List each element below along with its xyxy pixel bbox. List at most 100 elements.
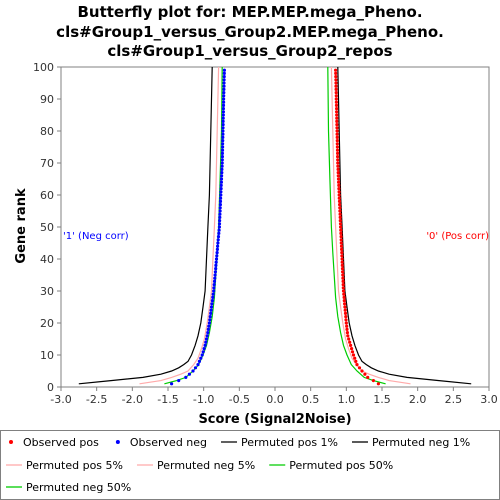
observed-neg-point: [207, 324, 211, 328]
observed-neg-point: [219, 183, 223, 187]
observed-pos-point: [344, 321, 348, 325]
observed-pos-point: [336, 164, 340, 168]
observed-pos-point: [341, 286, 345, 290]
x-tick-label: -0.5: [229, 393, 250, 406]
observed-neg-point: [222, 75, 226, 79]
observed-neg-point: [219, 187, 223, 191]
observed-neg-point: [219, 177, 224, 181]
observed-neg-point: [221, 113, 225, 117]
observed-neg-point: [219, 180, 223, 184]
legend-label: Observed neg: [130, 436, 207, 449]
chart-title-line-3: cls#Group1_versus_Group2_repos: [107, 42, 392, 60]
legend-label: Permuted neg 5%: [157, 459, 255, 472]
observed-pos-point: [340, 251, 344, 255]
plot-area: [60, 66, 490, 388]
observed-neg-point: [216, 238, 220, 242]
observed-pos-point: [335, 142, 339, 146]
observed-pos-point: [336, 174, 340, 178]
legend-label: Permuted pos 50%: [289, 459, 393, 472]
observed-pos-point: [336, 155, 340, 159]
y-tick-label: 0: [47, 381, 54, 394]
observed-pos-point: [338, 222, 343, 226]
observed-neg-point: [214, 257, 219, 261]
x-tick-label: 0.0: [266, 393, 284, 406]
observed-pos-point: [334, 94, 338, 98]
observed-pos-point: [339, 225, 343, 229]
observed-neg-point: [213, 276, 217, 280]
observed-pos-point: [336, 151, 340, 155]
observed-neg-point: [218, 203, 222, 207]
x-axis-label: Score (Signal2Noise): [198, 412, 351, 427]
observed-neg-point: [222, 71, 226, 75]
observed-pos-point: [341, 276, 345, 280]
observed-neg-point: [220, 174, 224, 178]
observed-pos-point: [334, 68, 338, 72]
observed-neg-point: [220, 148, 225, 152]
observed-pos-point: [340, 257, 344, 261]
observed-neg-point: [221, 126, 225, 130]
observed-pos-point: [337, 183, 341, 187]
observed-pos-point: [350, 347, 354, 351]
observed-pos-point: [339, 241, 343, 245]
y-tick-label: 50: [40, 221, 54, 234]
observed-neg-point: [218, 209, 222, 213]
x-tick-label: 3.0: [480, 393, 498, 406]
observed-neg-point: [209, 308, 213, 312]
observed-neg-point: [217, 228, 221, 232]
observed-neg-point: [216, 235, 221, 239]
observed-neg-point: [218, 219, 222, 223]
observed-pos-point: [357, 366, 362, 370]
x-tick-label: 1.0: [338, 393, 356, 406]
observed-neg-point: [205, 334, 209, 338]
observed-neg-point: [212, 283, 216, 287]
observed-pos-point: [339, 228, 343, 232]
observed-pos-point: [342, 292, 346, 296]
y-tick-label: 80: [40, 125, 54, 138]
x-axis: -3.0 -2.5 -2.0 -1.5 -1.0 -0.5 0.0 0.5 1.0 1.5 2.0 2…: [50, 387, 498, 406]
permuted-pos-5-line: [330, 66, 411, 385]
observed-pos-point: [341, 273, 345, 277]
permuted-pos-50-line: [327, 66, 386, 385]
pos-corr-annotation: '0' (Pos corr): [426, 231, 489, 242]
observed-neg-point: [221, 110, 225, 114]
legend-label: Observed pos: [23, 436, 99, 449]
observed-pos-point: [335, 107, 339, 111]
x-tick-label: 2.5: [445, 393, 463, 406]
observed-pos-point: [340, 267, 345, 271]
observed-pos-point: [339, 238, 343, 242]
observed-neg-point: [203, 343, 207, 347]
chart-title-line-1: Butterfly plot for: MEP.MEP.mega_Pheno.: [77, 3, 422, 21]
observed-pos-point: [338, 219, 342, 223]
observed-neg-point: [221, 103, 226, 107]
observed-neg-point: [209, 311, 213, 315]
observed-neg-point: [221, 132, 225, 136]
observed-neg-point: [220, 161, 224, 165]
observed-neg-point: [214, 267, 218, 271]
observed-neg-point: [220, 151, 224, 155]
observed-pos-point: [354, 359, 358, 363]
observed-neg-point: [216, 241, 220, 245]
observed-neg-point: [215, 251, 219, 255]
observed-neg-point: [222, 87, 226, 91]
observed-neg-point: [213, 270, 217, 274]
observed-pos-point: [341, 279, 345, 283]
legend-box: [0, 430, 500, 500]
y-tick-label: 60: [40, 189, 54, 202]
legend-label: Permuted pos 1%: [241, 436, 338, 449]
observed-neg-point: [221, 119, 225, 123]
observed-neg-point: [222, 84, 226, 88]
x-tick-label: -2.0: [122, 393, 143, 406]
observed-pos-point: [334, 100, 338, 104]
observed-pos-point: [342, 295, 346, 299]
x-tick-label: -1.5: [157, 393, 178, 406]
observed-pos-point: [339, 235, 343, 239]
legend-item-permuted-neg-1: Permuted neg 1%: [352, 436, 470, 449]
observed-neg-point: [200, 353, 204, 357]
y-tick-label: 100: [33, 61, 54, 74]
observed-neg-point: [204, 340, 208, 344]
observed-neg-point: [208, 315, 212, 319]
observed-neg-point: [217, 231, 221, 235]
observed-pos-point: [350, 350, 355, 354]
observed-pos-point: [334, 78, 338, 82]
